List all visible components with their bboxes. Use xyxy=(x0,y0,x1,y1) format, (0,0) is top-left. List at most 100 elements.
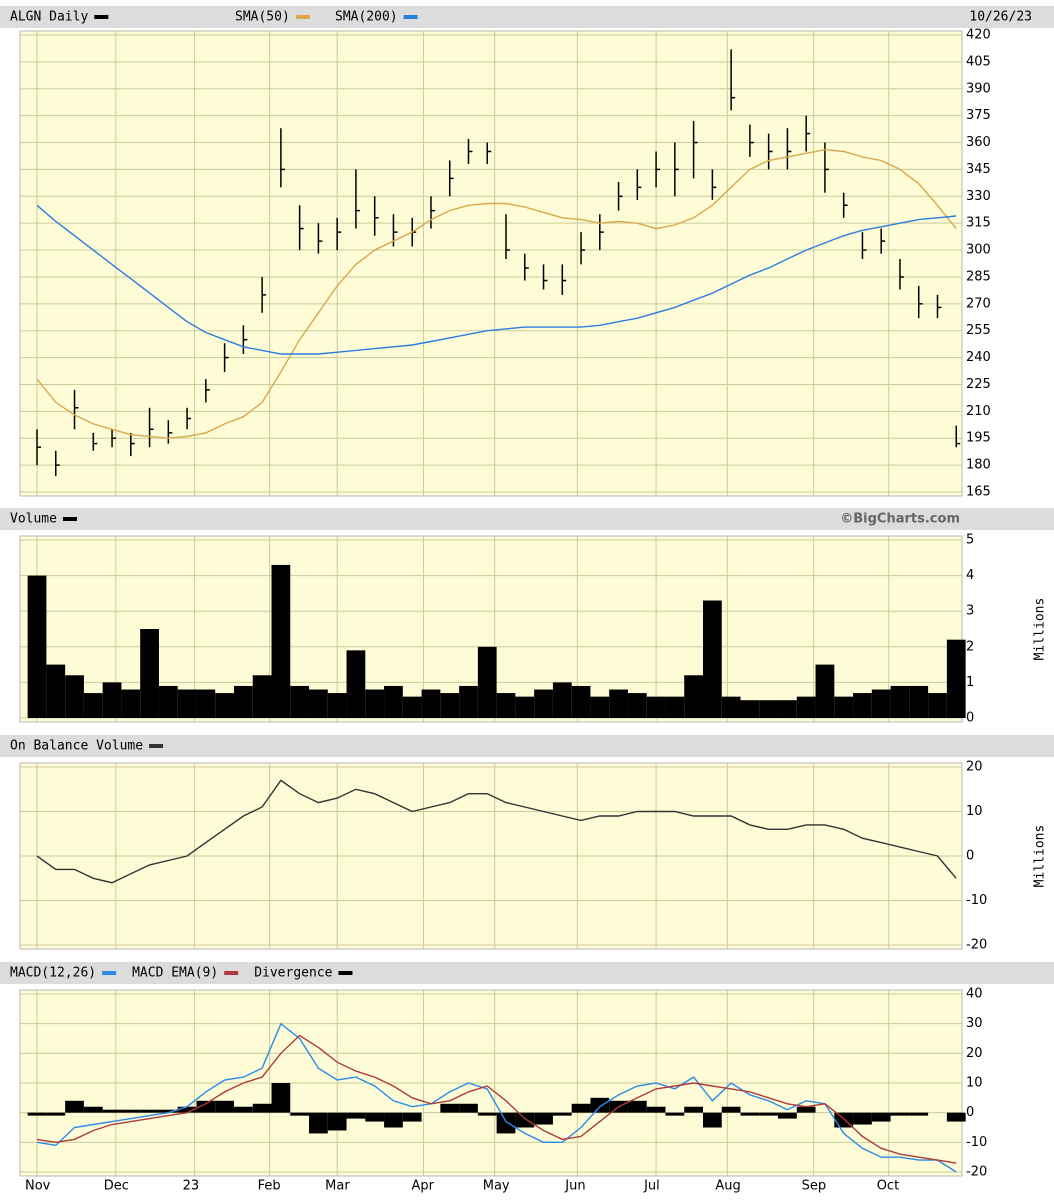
series-line xyxy=(36,1034,957,1164)
series-line xyxy=(36,148,957,439)
x-tick-label: Aug xyxy=(715,1179,740,1194)
bar xyxy=(552,1112,572,1116)
bar xyxy=(477,1112,497,1116)
legend-swatch xyxy=(295,15,310,19)
bar xyxy=(909,685,929,718)
y-tick-label: 3 xyxy=(966,604,974,619)
y-tick-label: 375 xyxy=(966,108,991,123)
y-tick-label: 180 xyxy=(966,458,991,473)
bar xyxy=(346,1112,366,1119)
bar xyxy=(646,1106,666,1113)
legend-label: MACD(12,26) xyxy=(10,966,96,981)
series-line xyxy=(36,779,957,884)
y-tick-label: 255 xyxy=(966,323,991,338)
bar xyxy=(83,693,103,718)
y-tick-label: 0 xyxy=(966,1105,974,1120)
legend-label: MACD EMA(9) xyxy=(132,966,218,981)
x-tick-label: Jul xyxy=(643,1179,660,1194)
bar xyxy=(83,1106,103,1113)
bar xyxy=(759,700,779,718)
bar xyxy=(233,1106,253,1113)
plot-area xyxy=(19,30,963,497)
y-tick-label: 0 xyxy=(966,711,974,726)
bar xyxy=(721,1106,741,1113)
bar xyxy=(477,646,497,718)
x-tick-label: Dec xyxy=(104,1179,129,1194)
y-tick-label: 10 xyxy=(966,804,983,819)
y-axis-label: Millions xyxy=(1033,825,1048,888)
bar xyxy=(515,696,535,718)
y-tick-label: 285 xyxy=(966,269,991,284)
y-tick-label: 30 xyxy=(966,1016,983,1031)
bar xyxy=(890,1112,910,1116)
y-tick-label: 40 xyxy=(966,987,983,1002)
bar xyxy=(27,575,47,718)
bar xyxy=(252,1103,272,1113)
bar xyxy=(65,675,84,718)
bar xyxy=(290,685,310,718)
bar xyxy=(609,689,628,718)
series-line xyxy=(36,1022,957,1173)
bar xyxy=(665,696,685,718)
bar xyxy=(271,1083,291,1113)
legend-swatch xyxy=(338,971,353,975)
bar xyxy=(196,1100,216,1113)
bar xyxy=(102,682,122,718)
bar xyxy=(796,1106,816,1113)
legend-label: SMA(200) xyxy=(335,10,398,25)
bar xyxy=(365,689,385,718)
legend-label: Divergence xyxy=(254,966,332,981)
y-tick-label: 330 xyxy=(966,189,991,204)
y-tick-label: 270 xyxy=(966,296,991,311)
date-label: 10/26/23 xyxy=(969,10,1032,25)
y-tick-label: 0 xyxy=(966,849,974,864)
x-tick-label: Apr xyxy=(411,1179,434,1194)
bar xyxy=(402,696,422,718)
x-tick-label: Mar xyxy=(325,1179,350,1194)
bar xyxy=(327,693,347,718)
bar xyxy=(290,1112,310,1116)
bar xyxy=(571,685,591,718)
y-tick-label: 1 xyxy=(966,675,974,690)
panel-header xyxy=(0,735,1054,757)
bar xyxy=(496,1112,516,1134)
legend-label: Volume xyxy=(10,512,57,527)
y-tick-label: -20 xyxy=(966,1165,987,1180)
y-tick-label: 2 xyxy=(966,639,974,654)
y-tick-label: 300 xyxy=(966,243,991,258)
bar xyxy=(309,689,328,718)
bar xyxy=(684,1106,703,1113)
y-tick-label: 20 xyxy=(966,1046,983,1061)
panel-header xyxy=(0,508,1054,530)
bar xyxy=(890,685,910,718)
bar xyxy=(853,693,872,718)
bar xyxy=(140,1109,159,1113)
bar xyxy=(140,629,159,718)
bar xyxy=(27,1112,47,1116)
bar xyxy=(402,1112,422,1122)
panel-header xyxy=(0,962,1054,984)
bar xyxy=(233,685,253,718)
bar xyxy=(534,689,553,718)
y-tick-label: 20 xyxy=(966,760,983,775)
bar xyxy=(158,1109,178,1113)
x-tick-label: Nov xyxy=(25,1179,51,1194)
y-tick-label: -10 xyxy=(966,1135,987,1150)
bar xyxy=(946,639,966,718)
bar xyxy=(571,1103,591,1113)
legend-swatch xyxy=(224,971,239,975)
bar xyxy=(459,1103,478,1113)
x-tick-label: May xyxy=(483,1179,510,1194)
y-tick-label: 225 xyxy=(966,377,991,392)
x-tick-label: Sep xyxy=(802,1179,827,1194)
bar xyxy=(121,689,141,718)
x-tick-label: Jun xyxy=(564,1179,585,1194)
bar xyxy=(646,696,666,718)
bar xyxy=(871,1112,891,1122)
x-tick-label: 23 xyxy=(183,1179,200,1194)
bar xyxy=(515,1112,535,1128)
legend-swatch xyxy=(62,517,77,521)
bar xyxy=(440,1103,460,1113)
